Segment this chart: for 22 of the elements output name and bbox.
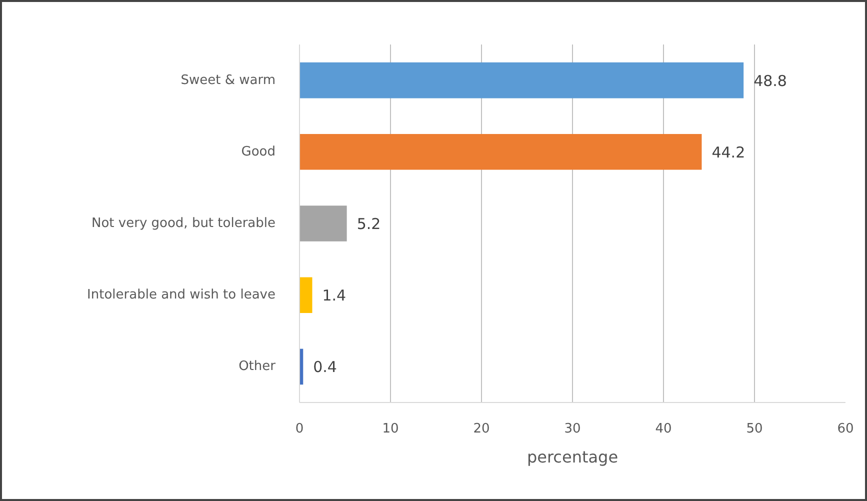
x-axis-title: percentage bbox=[526, 448, 618, 466]
x-tick-label: 40 bbox=[655, 422, 672, 436]
data-label: 1.4 bbox=[322, 286, 346, 305]
x-tick-label: 0 bbox=[295, 422, 304, 436]
data-label: 5.2 bbox=[356, 215, 381, 233]
y-tick-label: Intolerable and wish to leave bbox=[87, 288, 276, 303]
bar bbox=[300, 206, 347, 242]
y-tick-label: Not very good, but tolerable bbox=[92, 216, 276, 231]
bar bbox=[300, 62, 744, 98]
bar bbox=[300, 277, 312, 313]
x-tick-label: 50 bbox=[746, 422, 763, 436]
x-tick-label: 10 bbox=[382, 422, 399, 436]
data-label: 48.8 bbox=[754, 72, 787, 90]
bar bbox=[300, 134, 702, 170]
y-tick-label: Good bbox=[241, 144, 276, 160]
x-tick-label: 20 bbox=[473, 422, 490, 436]
x-tick-label: 60 bbox=[837, 422, 854, 436]
y-tick-label: Other bbox=[238, 359, 276, 374]
data-label: 0.4 bbox=[313, 358, 337, 376]
y-tick-label: Sweet & warm bbox=[180, 72, 276, 88]
data-label: 44.2 bbox=[712, 143, 746, 162]
x-tick-label: 30 bbox=[564, 422, 581, 436]
